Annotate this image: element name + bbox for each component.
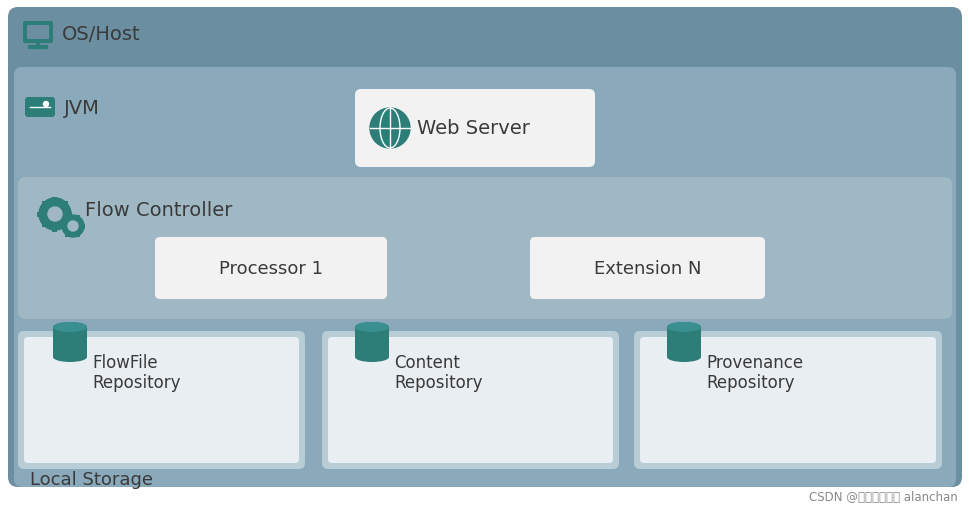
Bar — [38, 212, 43, 217]
Ellipse shape — [355, 343, 389, 352]
Bar — [355, 337, 389, 347]
Text: Web Server: Web Server — [417, 119, 529, 138]
FancyBboxPatch shape — [27, 26, 49, 40]
Ellipse shape — [667, 322, 701, 332]
Text: Flow Controller: Flow Controller — [85, 200, 233, 219]
Bar — [42, 222, 47, 228]
Bar — [53, 337, 87, 347]
Text: JVM: JVM — [64, 98, 100, 117]
FancyBboxPatch shape — [14, 68, 955, 487]
FancyBboxPatch shape — [8, 8, 961, 487]
Bar — [52, 227, 57, 232]
FancyBboxPatch shape — [24, 337, 298, 463]
Ellipse shape — [667, 322, 701, 332]
Bar — [68, 212, 73, 217]
Text: OS/Host: OS/Host — [62, 24, 141, 43]
Circle shape — [369, 109, 410, 149]
Text: CSDN @一飘一飘的氵 alanchan: CSDN @一飘一飘的氵 alanchan — [808, 491, 957, 503]
Ellipse shape — [355, 352, 389, 362]
Circle shape — [62, 216, 84, 238]
Ellipse shape — [667, 343, 701, 352]
Bar — [63, 222, 68, 228]
FancyBboxPatch shape — [23, 22, 53, 44]
FancyBboxPatch shape — [18, 178, 951, 319]
Ellipse shape — [667, 332, 701, 343]
Bar — [667, 327, 701, 337]
Text: Local Storage: Local Storage — [30, 470, 153, 488]
Bar — [52, 197, 57, 202]
Text: Processor 1: Processor 1 — [219, 260, 323, 277]
FancyBboxPatch shape — [529, 238, 765, 299]
Ellipse shape — [355, 322, 389, 332]
Bar — [42, 202, 47, 207]
Bar — [66, 233, 71, 238]
Ellipse shape — [53, 322, 87, 332]
Circle shape — [39, 199, 71, 231]
Circle shape — [47, 208, 62, 221]
Bar — [667, 337, 701, 347]
Bar — [355, 347, 389, 357]
Ellipse shape — [53, 343, 87, 352]
FancyBboxPatch shape — [155, 238, 387, 299]
Bar — [355, 327, 389, 337]
FancyBboxPatch shape — [328, 337, 612, 463]
Bar — [667, 347, 701, 357]
FancyBboxPatch shape — [322, 331, 618, 469]
Bar — [53, 347, 87, 357]
FancyBboxPatch shape — [640, 337, 935, 463]
Text: Content
Repository: Content Repository — [393, 353, 482, 391]
Bar — [80, 224, 85, 229]
Text: Provenance
Repository: Provenance Repository — [705, 353, 802, 391]
Ellipse shape — [53, 332, 87, 343]
FancyBboxPatch shape — [25, 98, 55, 118]
Bar — [53, 327, 87, 337]
Ellipse shape — [667, 352, 701, 362]
Bar — [76, 215, 80, 220]
Circle shape — [68, 221, 78, 232]
FancyBboxPatch shape — [18, 331, 304, 469]
Ellipse shape — [53, 322, 87, 332]
Ellipse shape — [53, 352, 87, 362]
Bar — [63, 202, 68, 207]
Ellipse shape — [355, 322, 389, 332]
Bar — [76, 233, 80, 238]
Text: FlowFile
Repository: FlowFile Repository — [92, 353, 180, 391]
Bar — [66, 215, 71, 220]
Text: Extension N: Extension N — [593, 260, 701, 277]
Bar — [60, 224, 66, 229]
FancyBboxPatch shape — [634, 331, 941, 469]
FancyBboxPatch shape — [355, 90, 594, 167]
Ellipse shape — [355, 332, 389, 343]
Circle shape — [44, 102, 48, 107]
